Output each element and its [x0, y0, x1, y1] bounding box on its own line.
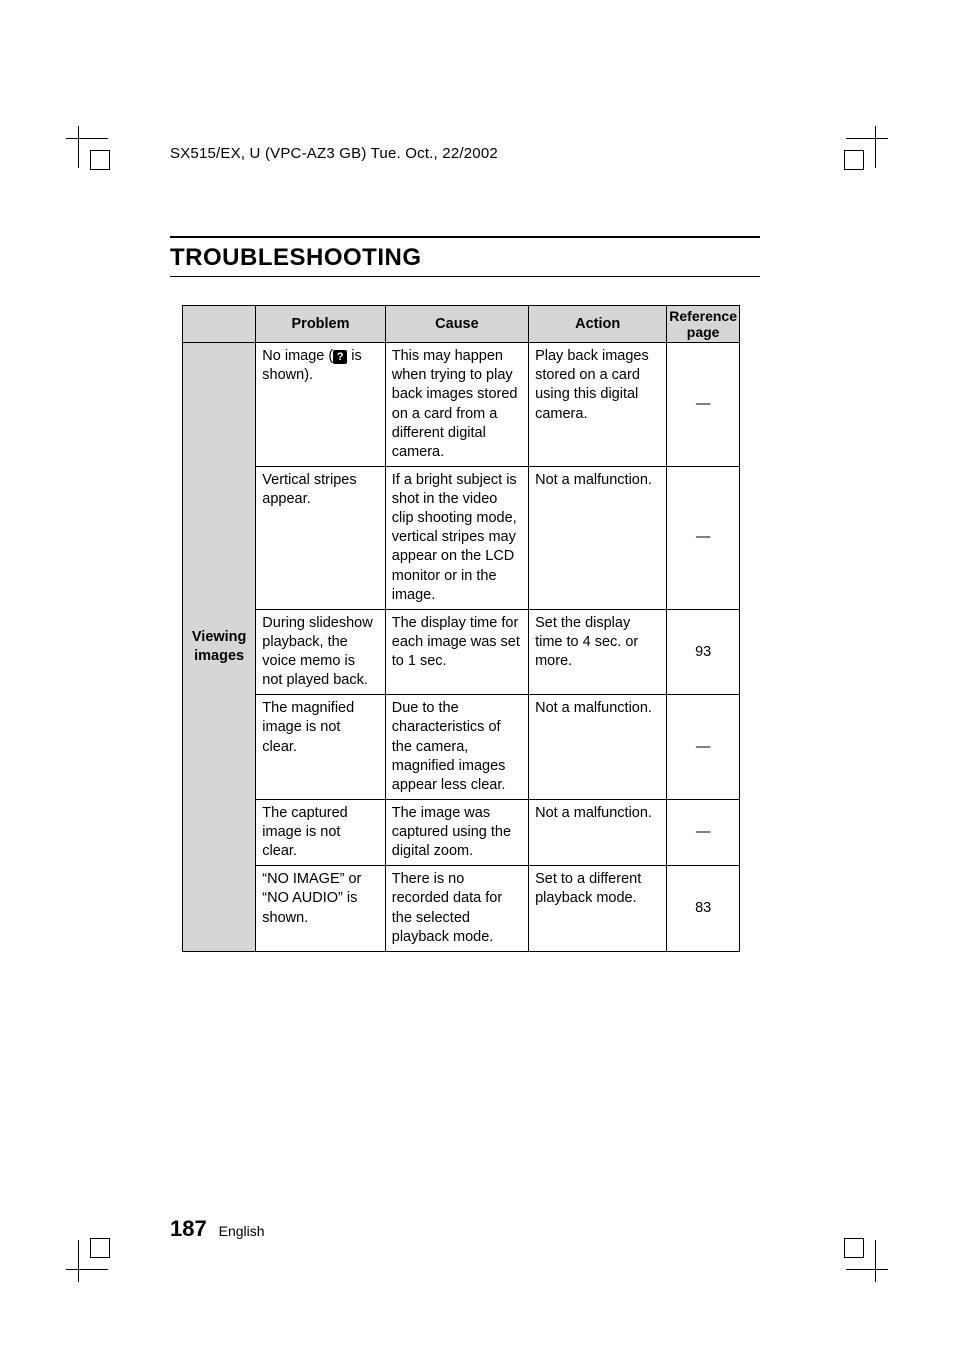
cell-cause: This may happen when trying to play back… [385, 343, 528, 467]
header-problem: Problem [256, 306, 385, 343]
cell-action: Play back images stored on a card using … [529, 343, 667, 467]
page-title: TROUBLESHOOTING [170, 244, 760, 272]
page-language: English [219, 1223, 265, 1239]
cell-cause: Due to the characteristics of the camera… [385, 695, 528, 800]
title-rule-bottom [170, 276, 760, 277]
cell-problem: The magnified image is not clear. [256, 695, 385, 800]
row-group-label: Viewing images [183, 343, 256, 952]
table-row: During slideshow playback, the voice mem… [183, 609, 740, 695]
header-reference: Reference page [667, 306, 740, 343]
header-cause: Cause [385, 306, 528, 343]
troubleshooting-table: Problem Cause Action Reference page View… [182, 305, 740, 952]
table-row: Vertical stripes appear. If a bright sub… [183, 466, 740, 609]
cell-reference: — [667, 799, 740, 865]
page-number: 187 [170, 1216, 207, 1241]
cell-problem: Vertical stripes appear. [256, 466, 385, 609]
cell-problem: During slideshow playback, the voice mem… [256, 609, 385, 695]
table-row: Viewing images No image (? is shown). Th… [183, 343, 740, 467]
cell-reference: 83 [667, 866, 740, 952]
cell-action: Set the display time to 4 sec. or more. [529, 609, 667, 695]
cell-cause: There is no recorded data for the select… [385, 866, 528, 952]
header-corner [183, 306, 256, 343]
table-header-row: Problem Cause Action Reference page [183, 306, 740, 343]
cell-problem: “NO IMAGE” or “NO AUDIO” is shown. [256, 866, 385, 952]
cell-problem: The captured image is not clear. [256, 799, 385, 865]
cell-action: Not a malfunction. [529, 695, 667, 800]
cell-cause: If a bright subject is shot in the video… [385, 466, 528, 609]
table-row: The magnified image is not clear. Due to… [183, 695, 740, 800]
question-icon: ? [333, 350, 347, 364]
page-footer: 187 English [170, 1216, 265, 1242]
header-reference-l2: page [687, 324, 720, 340]
header-action: Action [529, 306, 667, 343]
table-row: The captured image is not clear. The ima… [183, 799, 740, 865]
cell-reference: 93 [667, 609, 740, 695]
cell-problem: No image (? is shown). [256, 343, 385, 467]
problem-text-pre: No image ( [262, 348, 333, 364]
crop-mark-tr [830, 126, 888, 184]
crop-mark-bl [66, 1224, 124, 1282]
page-content: TROUBLESHOOTING Problem Cause Action Ref… [170, 236, 760, 952]
crop-mark-tl [66, 126, 124, 184]
cell-cause: The display time for each image was set … [385, 609, 528, 695]
cell-action: Not a malfunction. [529, 799, 667, 865]
cell-action: Not a malfunction. [529, 466, 667, 609]
cell-cause: The image was captured using the digital… [385, 799, 528, 865]
title-rule-top [170, 236, 760, 238]
crop-mark-br [830, 1224, 888, 1282]
running-header: SX515/EX, U (VPC-AZ3 GB) Tue. Oct., 22/2… [170, 145, 498, 162]
cell-action: Set to a different playback mode. [529, 866, 667, 952]
cell-reference: — [667, 343, 740, 467]
table-row: “NO IMAGE” or “NO AUDIO” is shown. There… [183, 866, 740, 952]
header-reference-l1: Reference [669, 308, 737, 324]
cell-reference: — [667, 466, 740, 609]
cell-reference: — [667, 695, 740, 800]
